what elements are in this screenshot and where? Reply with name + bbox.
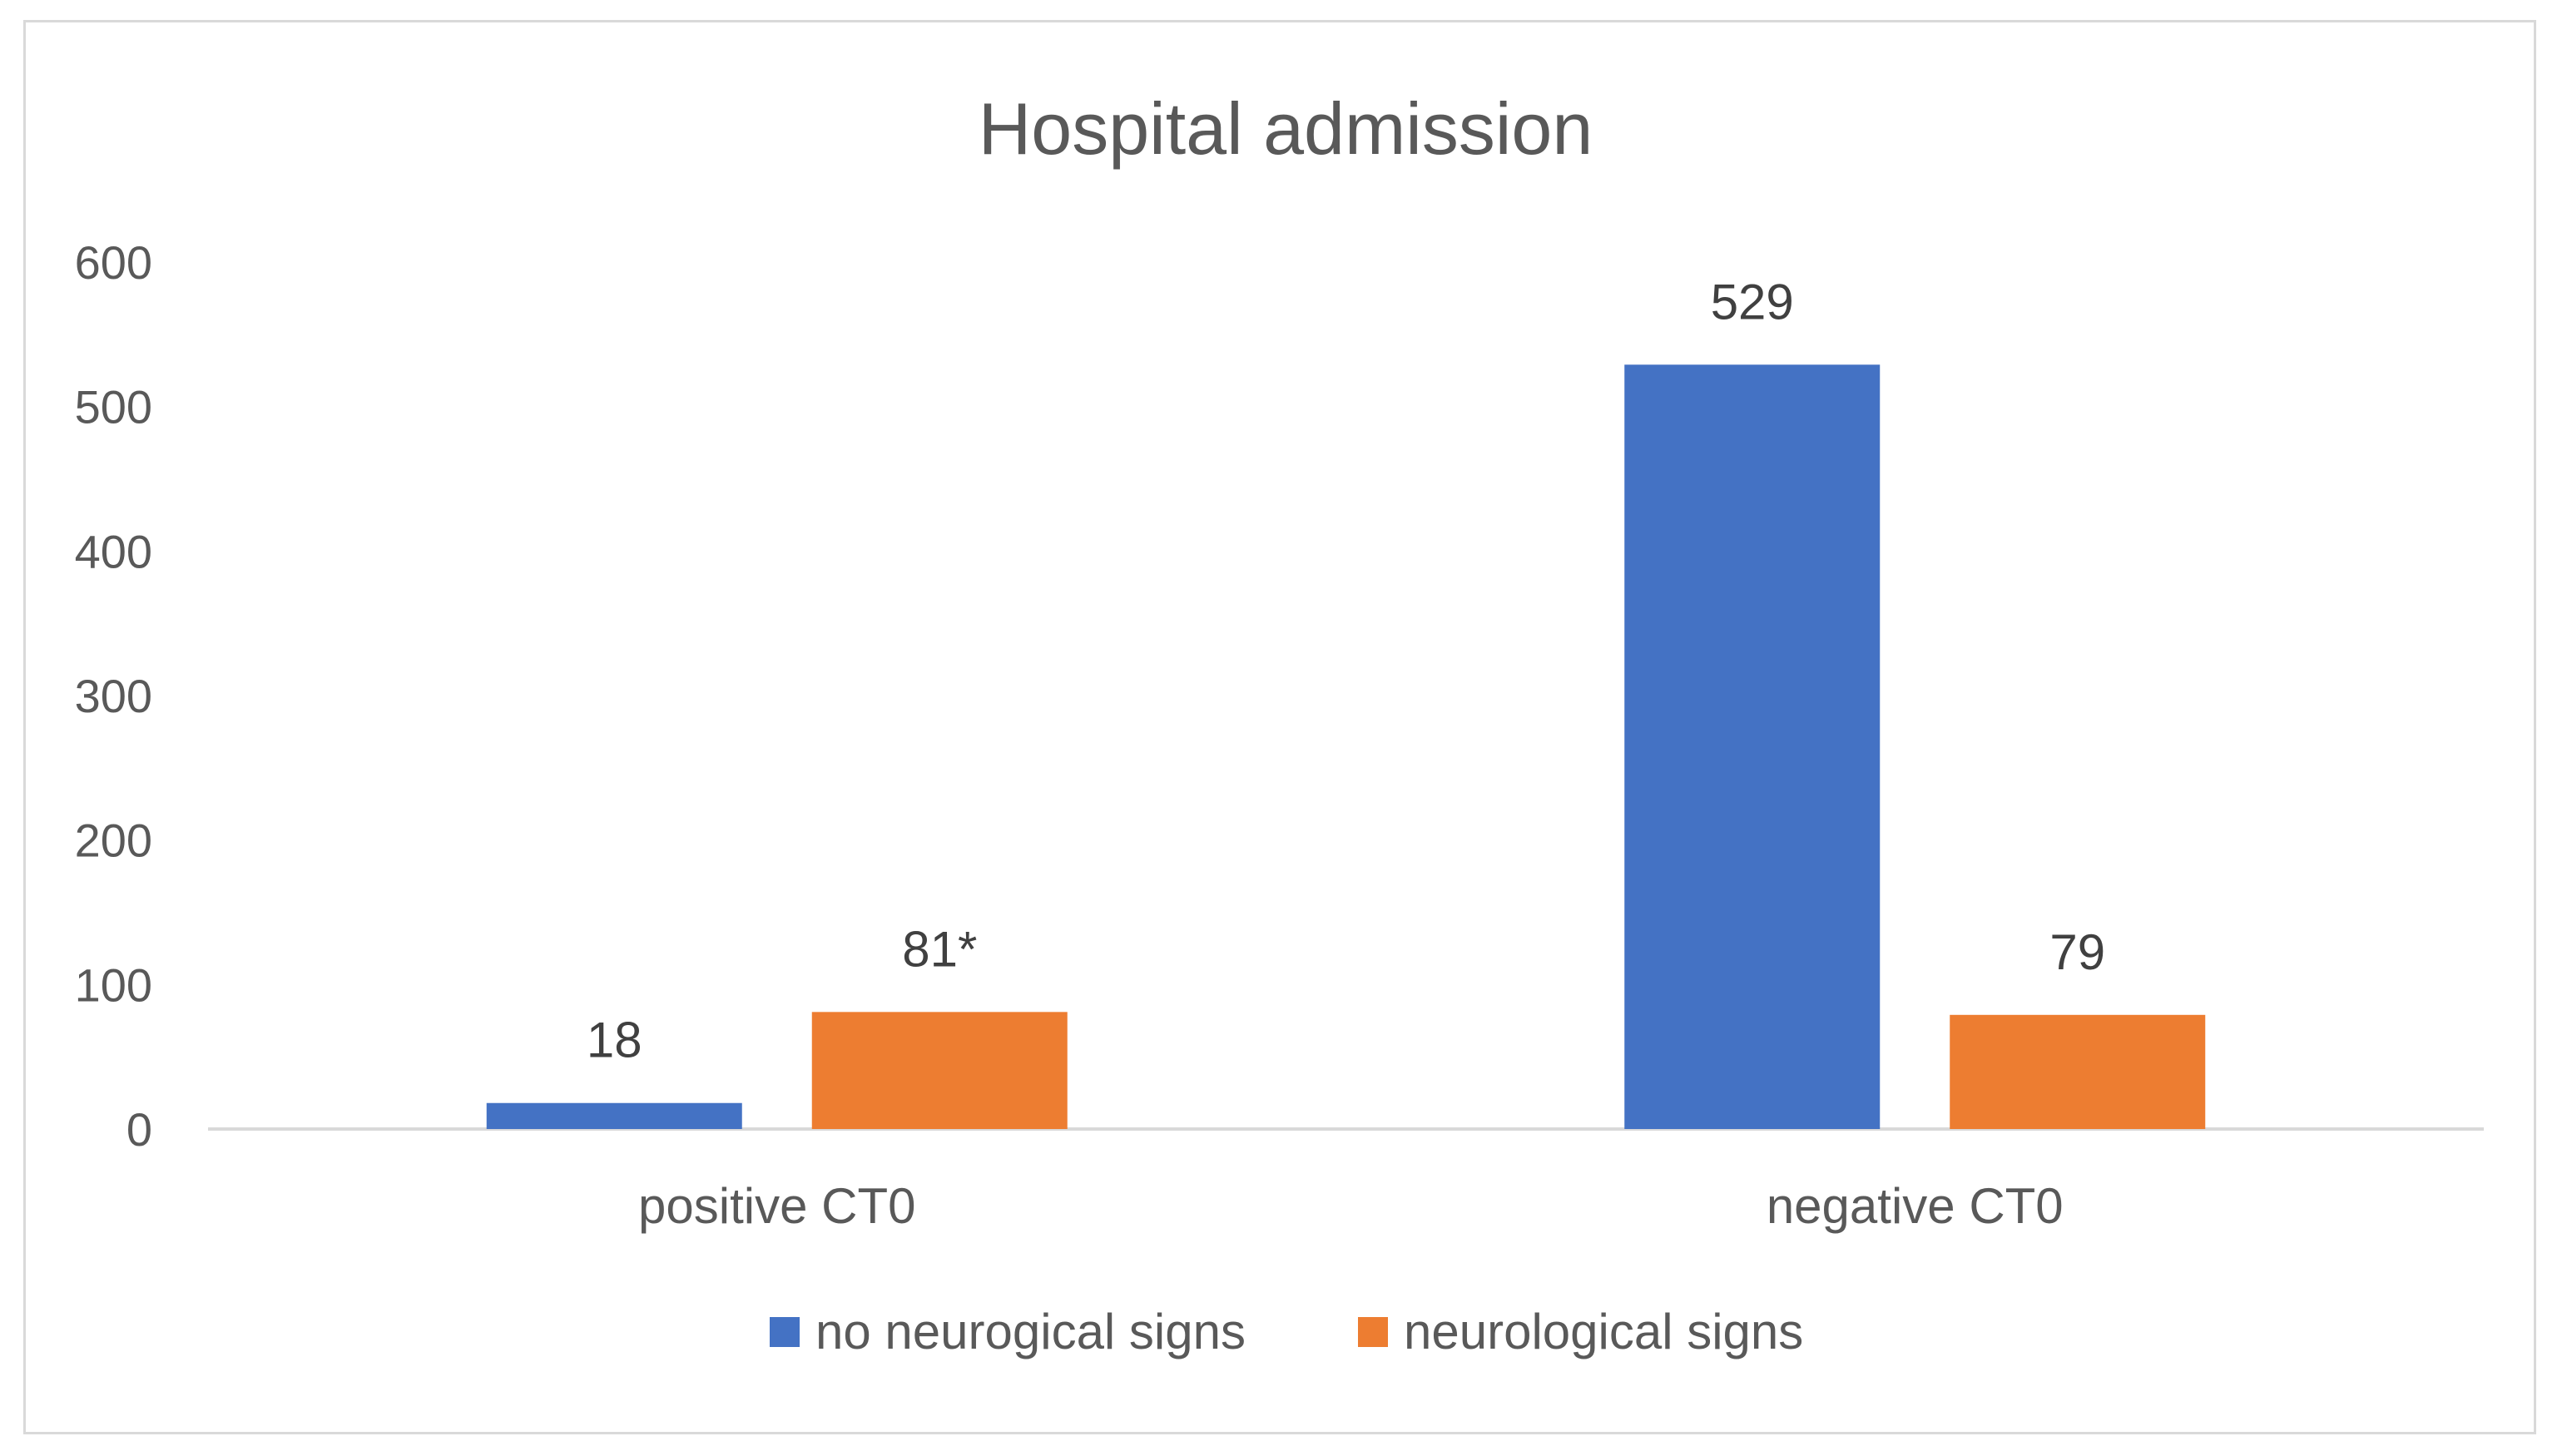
y-tick-label: 500 — [75, 381, 152, 433]
y-tick-label: 300 — [75, 670, 152, 722]
category-label: positive CT0 — [638, 1178, 915, 1234]
data-labels: 18 81* 529 79 — [587, 274, 2105, 1067]
category-labels: positive CT0 negative CT0 — [638, 1178, 2064, 1234]
chart-frame — [23, 20, 2536, 1434]
y-tick-label: 200 — [75, 815, 152, 867]
chart-title: Hospital admission — [979, 87, 1593, 170]
bars — [486, 364, 2206, 1129]
category-label: negative CT0 — [1767, 1178, 2064, 1234]
legend: no neurogical signs neurological signs — [770, 1304, 1803, 1359]
bar-neuro-negative — [1950, 1014, 2206, 1129]
y-tick-label: 400 — [75, 525, 152, 577]
y-tick-label: 600 — [75, 236, 152, 289]
legend-swatch — [1358, 1317, 1388, 1347]
bar-no-neuro-negative — [1624, 364, 1881, 1129]
bar-no-neuro-positive — [486, 1102, 742, 1129]
y-tick-label: 100 — [75, 958, 152, 1011]
y-axis-ticks: 0 100 200 300 400 500 600 — [75, 236, 152, 1156]
y-tick-label: 0 — [126, 1103, 152, 1156]
bar-neuro-positive — [811, 1012, 1068, 1129]
legend-label: no neurogical signs — [815, 1304, 1246, 1359]
data-label: 79 — [2049, 924, 2105, 980]
data-label: 529 — [1711, 274, 1794, 329]
legend-label: neurological signs — [1404, 1304, 1803, 1359]
data-label: 81* — [902, 921, 977, 977]
data-label: 18 — [587, 1013, 642, 1068]
legend-swatch — [770, 1317, 800, 1347]
